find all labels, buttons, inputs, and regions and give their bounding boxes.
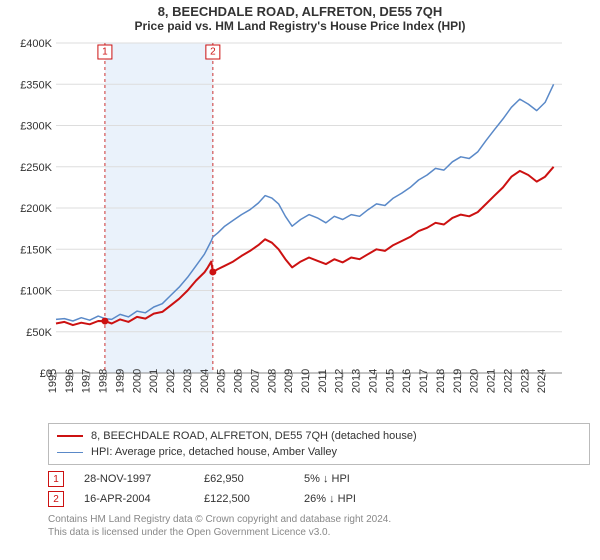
- y-tick-label: £350K: [20, 79, 52, 91]
- y-tick-label: £200K: [20, 203, 52, 215]
- x-tick-label: 2010: [300, 369, 312, 393]
- y-tick-label: £150K: [20, 244, 52, 256]
- sale-date: 28-NOV-1997: [84, 473, 184, 485]
- x-tick-label: 2024: [536, 369, 548, 393]
- attribution: Contains HM Land Registry data © Crown c…: [48, 513, 590, 539]
- x-tick-label: 2005: [216, 369, 228, 393]
- attribution-line-1: Contains HM Land Registry data © Crown c…: [48, 513, 590, 526]
- sale-marker: 2: [48, 491, 64, 507]
- x-tick-label: 2007: [249, 369, 261, 393]
- y-tick-label: £400K: [20, 38, 52, 50]
- x-tick-label: 2016: [401, 369, 413, 393]
- sale-pct-vs-hpi: 5% ↓ HPI: [304, 473, 424, 485]
- chart-svg: £0£50K£100K£150K£200K£250K£300K£350K£400…: [10, 37, 570, 417]
- chart-title-block: 8, BEECHDALE ROAD, ALFRETON, DE55 7QH Pr…: [0, 0, 600, 33]
- sale-pct-vs-hpi: 26% ↓ HPI: [304, 493, 424, 505]
- sale-row: 2 16-APR-2004 £122,500 26% ↓ HPI: [48, 489, 590, 509]
- x-tick-label: 2020: [469, 369, 481, 393]
- y-tick-label: £300K: [20, 121, 52, 133]
- legend-label: 8, BEECHDALE ROAD, ALFRETON, DE55 7QH (d…: [91, 430, 417, 442]
- x-tick-label: 2001: [148, 369, 160, 393]
- x-tick-label: 1998: [98, 369, 110, 393]
- x-tick-label: 2022: [502, 369, 514, 393]
- x-tick-label: 2006: [233, 369, 245, 393]
- marker-number: 1: [102, 47, 108, 58]
- attribution-line-2: This data is licensed under the Open Gov…: [48, 526, 590, 539]
- x-tick-label: 1997: [81, 369, 93, 393]
- x-tick-label: 2011: [317, 369, 329, 393]
- sale-marker: 1: [48, 471, 64, 487]
- x-tick-label: 2023: [519, 369, 531, 393]
- sale-dot: [101, 318, 108, 325]
- legend-item: 8, BEECHDALE ROAD, ALFRETON, DE55 7QH (d…: [57, 428, 581, 444]
- x-tick-label: 2021: [486, 369, 498, 393]
- x-tick-label: 1999: [114, 369, 126, 393]
- x-tick-label: 2013: [351, 369, 363, 393]
- sale-price: £122,500: [204, 493, 284, 505]
- y-tick-label: £100K: [20, 286, 52, 298]
- sale-date: 16-APR-2004: [84, 493, 184, 505]
- x-tick-label: 2017: [418, 369, 430, 393]
- title-line-1: 8, BEECHDALE ROAD, ALFRETON, DE55 7QH: [0, 4, 600, 19]
- sale-price: £62,950: [204, 473, 284, 485]
- x-tick-label: 1996: [64, 369, 76, 393]
- legend-swatch: [57, 435, 83, 437]
- x-tick-label: 2012: [334, 369, 346, 393]
- x-tick-label: 2008: [266, 369, 278, 393]
- title-line-2: Price paid vs. HM Land Registry's House …: [0, 19, 600, 33]
- sales-table: 1 28-NOV-1997 £62,950 5% ↓ HPI 2 16-APR-2004 £…: [48, 469, 590, 509]
- x-tick-label: 2003: [182, 369, 194, 393]
- x-tick-label: 2015: [384, 369, 396, 393]
- chart-area: £0£50K£100K£150K£200K£250K£300K£350K£400…: [10, 37, 570, 417]
- y-tick-label: £250K: [20, 162, 52, 174]
- x-tick-label: 2018: [435, 369, 447, 393]
- x-tick-label: 2014: [367, 369, 379, 393]
- x-tick-label: 1995: [47, 369, 59, 393]
- legend-label: HPI: Average price, detached house, Ambe…: [91, 446, 337, 458]
- legend-swatch: [57, 452, 83, 453]
- y-tick-label: £50K: [26, 327, 52, 339]
- x-tick-label: 2002: [165, 369, 177, 393]
- x-tick-label: 2004: [199, 369, 211, 393]
- sale-row: 1 28-NOV-1997 £62,950 5% ↓ HPI: [48, 469, 590, 489]
- legend-item: HPI: Average price, detached house, Ambe…: [57, 444, 581, 460]
- x-tick-label: 2000: [131, 369, 143, 393]
- legend: 8, BEECHDALE ROAD, ALFRETON, DE55 7QH (d…: [48, 423, 590, 465]
- sale-dot: [209, 268, 216, 275]
- x-tick-label: 2009: [283, 369, 295, 393]
- x-tick-label: 2019: [452, 369, 464, 393]
- marker-number: 2: [210, 47, 216, 58]
